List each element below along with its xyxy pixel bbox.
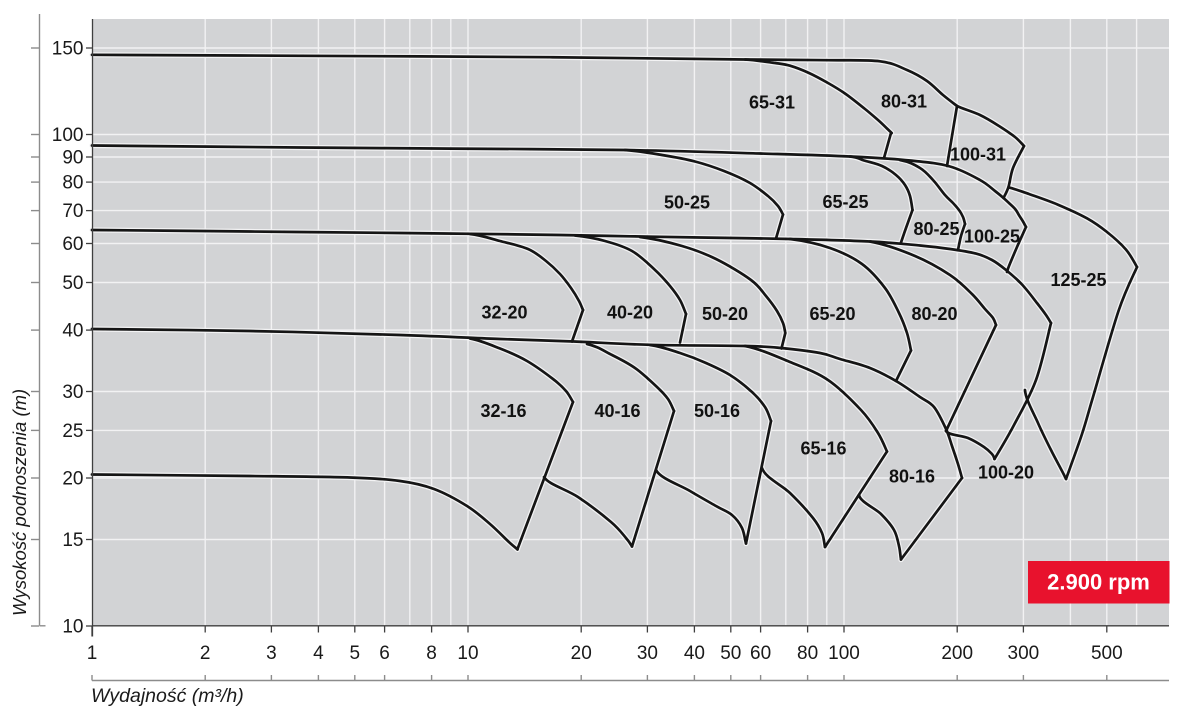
svg-text:50: 50 (62, 273, 83, 294)
svg-text:Wydajność (m³/h): Wydajność (m³/h) (91, 685, 244, 707)
svg-text:40-20: 40-20 (607, 303, 653, 323)
svg-text:2: 2 (200, 643, 211, 664)
svg-text:80-31: 80-31 (881, 92, 927, 112)
svg-text:65-31: 65-31 (749, 93, 795, 113)
svg-text:80: 80 (62, 173, 83, 194)
svg-text:100-31: 100-31 (950, 145, 1006, 165)
svg-text:40-16: 40-16 (594, 401, 640, 421)
svg-text:100: 100 (52, 125, 84, 146)
svg-text:3: 3 (266, 643, 277, 664)
svg-text:32-20: 32-20 (481, 303, 527, 323)
svg-text:60: 60 (750, 643, 771, 664)
svg-text:25: 25 (62, 421, 83, 442)
svg-text:40: 40 (62, 321, 83, 342)
svg-text:10: 10 (457, 643, 478, 664)
svg-text:300: 300 (1008, 643, 1040, 664)
svg-text:10: 10 (62, 617, 83, 638)
svg-text:80-25: 80-25 (913, 219, 959, 239)
svg-text:65-16: 65-16 (800, 439, 846, 459)
svg-text:70: 70 (62, 201, 83, 222)
svg-text:100-20: 100-20 (978, 463, 1034, 483)
svg-text:80-20: 80-20 (911, 304, 957, 324)
svg-text:50-16: 50-16 (694, 401, 740, 421)
svg-text:Wysokość podnoszenia (m): Wysokość podnoszenia (m) (9, 389, 30, 616)
svg-text:2.900 rpm: 2.900 rpm (1047, 570, 1150, 595)
svg-text:20: 20 (62, 469, 83, 490)
svg-text:50: 50 (720, 643, 741, 664)
svg-text:30: 30 (637, 643, 658, 664)
svg-text:6: 6 (379, 643, 390, 664)
svg-text:30: 30 (62, 382, 83, 403)
svg-text:1: 1 (87, 643, 98, 664)
svg-text:125-25: 125-25 (1050, 270, 1106, 290)
svg-text:15: 15 (62, 530, 83, 551)
svg-text:200: 200 (941, 643, 973, 664)
svg-text:65-20: 65-20 (809, 304, 855, 324)
svg-text:8: 8 (426, 643, 437, 664)
svg-text:40: 40 (684, 643, 705, 664)
svg-text:80: 80 (797, 643, 818, 664)
svg-text:32-16: 32-16 (480, 401, 526, 421)
svg-text:50-20: 50-20 (702, 304, 748, 324)
svg-text:100-25: 100-25 (964, 227, 1020, 247)
svg-text:4: 4 (313, 643, 324, 664)
svg-text:90: 90 (62, 148, 83, 169)
svg-text:500: 500 (1091, 643, 1123, 664)
svg-text:80-16: 80-16 (889, 467, 935, 487)
svg-text:5: 5 (350, 643, 361, 664)
svg-text:60: 60 (62, 234, 83, 255)
svg-text:100: 100 (828, 643, 860, 664)
svg-text:20: 20 (571, 643, 592, 664)
svg-text:50-25: 50-25 (664, 193, 710, 213)
svg-text:65-25: 65-25 (822, 192, 868, 212)
svg-text:150: 150 (52, 39, 84, 60)
